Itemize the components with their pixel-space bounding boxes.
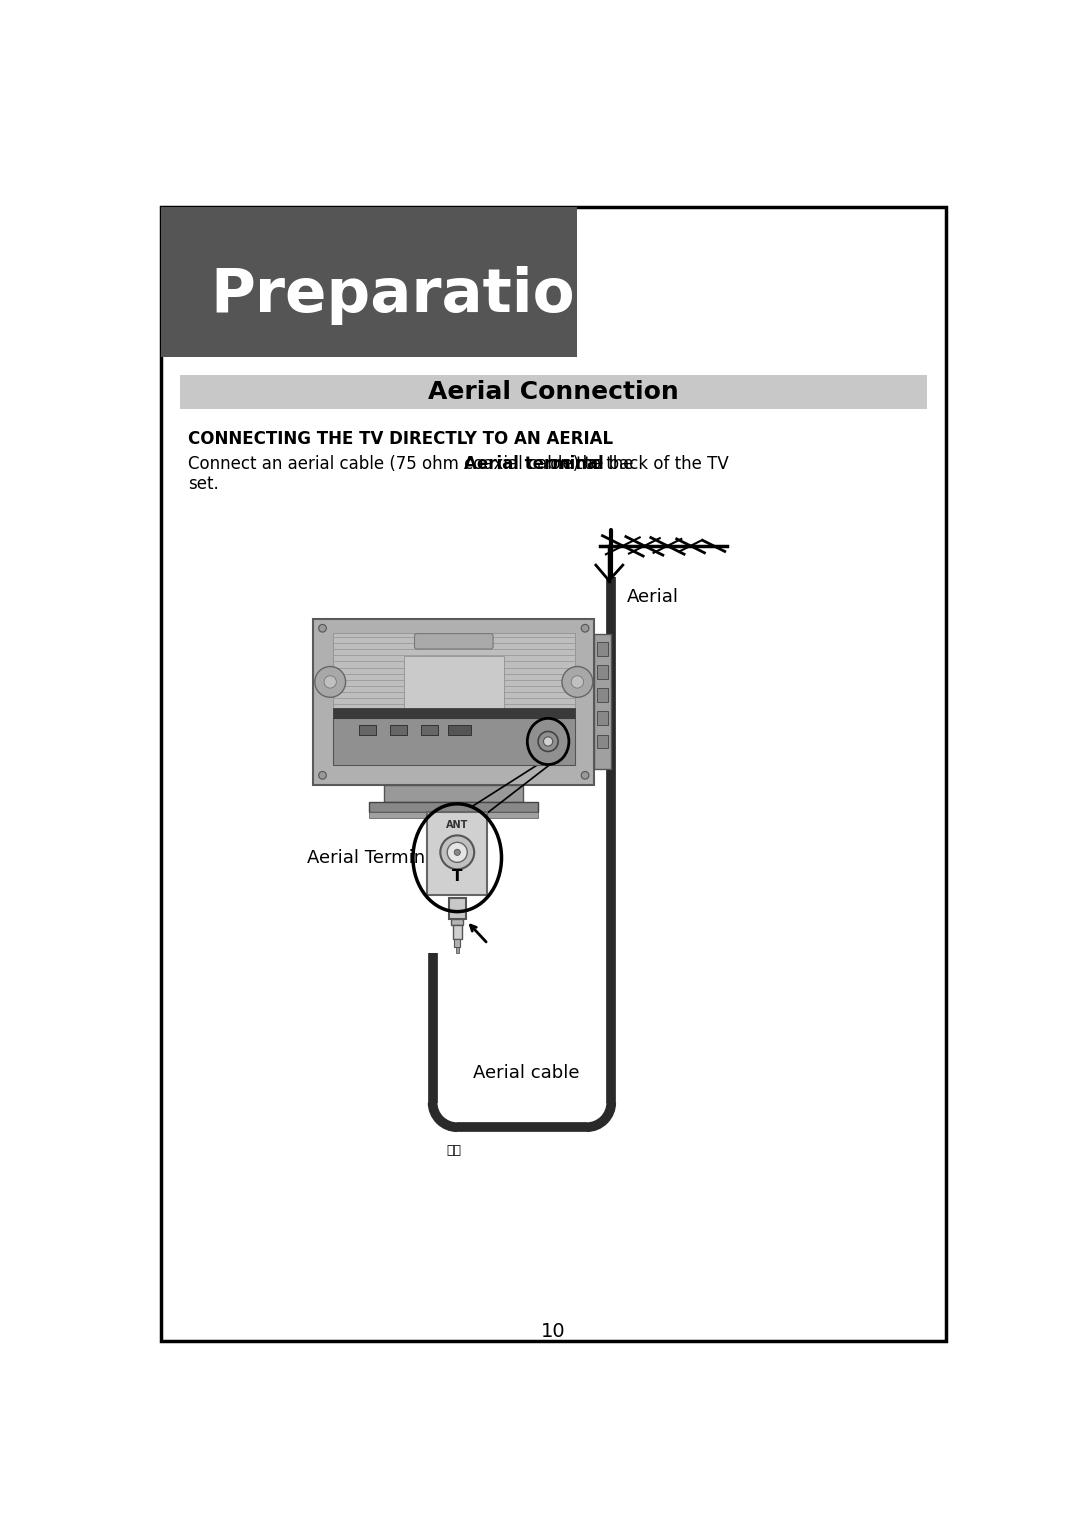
Bar — [455, 940, 460, 947]
Text: T: T — [453, 869, 462, 885]
Bar — [369, 812, 539, 819]
Bar — [161, 207, 577, 357]
Bar — [180, 376, 927, 409]
Bar — [384, 785, 523, 802]
Text: CONNECTING THE TV DIRECTLY TO AN AERIAL: CONNECTING THE TV DIRECTLY TO AN AERIAL — [188, 431, 612, 448]
Bar — [449, 898, 465, 920]
Circle shape — [581, 771, 589, 779]
Bar — [597, 665, 608, 679]
Text: 10: 10 — [541, 1321, 566, 1341]
Bar — [451, 920, 463, 926]
Circle shape — [538, 731, 558, 751]
Bar — [333, 633, 575, 719]
Text: Aerial terminal: Aerial terminal — [464, 455, 604, 474]
Text: Aerial Connection: Aerial Connection — [428, 380, 679, 403]
Bar — [313, 619, 594, 785]
Circle shape — [324, 676, 336, 688]
Text: 〜〜: 〜〜 — [446, 1144, 461, 1157]
Bar — [597, 734, 608, 748]
Circle shape — [319, 771, 326, 779]
Bar — [594, 635, 611, 770]
FancyBboxPatch shape — [415, 633, 494, 648]
Circle shape — [441, 835, 474, 869]
Text: set.: set. — [188, 475, 218, 494]
Bar — [453, 926, 462, 940]
Circle shape — [455, 849, 460, 855]
Bar — [333, 719, 575, 765]
Circle shape — [562, 667, 593, 698]
Bar — [333, 708, 575, 719]
Circle shape — [319, 624, 326, 632]
Bar — [369, 802, 539, 812]
Bar — [597, 642, 608, 656]
Circle shape — [447, 842, 468, 863]
Circle shape — [571, 676, 583, 688]
Bar — [597, 688, 608, 702]
Circle shape — [314, 667, 346, 698]
Bar — [597, 711, 608, 725]
Bar — [421, 725, 438, 736]
Bar — [456, 947, 459, 954]
Circle shape — [581, 624, 589, 632]
Text: Aerial: Aerial — [626, 589, 678, 606]
Bar — [390, 725, 407, 736]
Bar — [404, 656, 504, 710]
Text: ANT: ANT — [446, 820, 469, 829]
Text: on the back of the TV: on the back of the TV — [545, 455, 729, 474]
Text: Connect an aerial cable (75 ohm coaxial cable) to the: Connect an aerial cable (75 ohm coaxial … — [188, 455, 638, 474]
Circle shape — [543, 737, 553, 747]
Bar — [448, 725, 471, 736]
Bar — [360, 725, 377, 736]
Text: Preparation: Preparation — [211, 267, 619, 325]
Bar — [428, 812, 487, 895]
Text: Aerial cable: Aerial cable — [473, 1064, 579, 1082]
Text: Aerial Terminal: Aerial Terminal — [307, 849, 442, 866]
